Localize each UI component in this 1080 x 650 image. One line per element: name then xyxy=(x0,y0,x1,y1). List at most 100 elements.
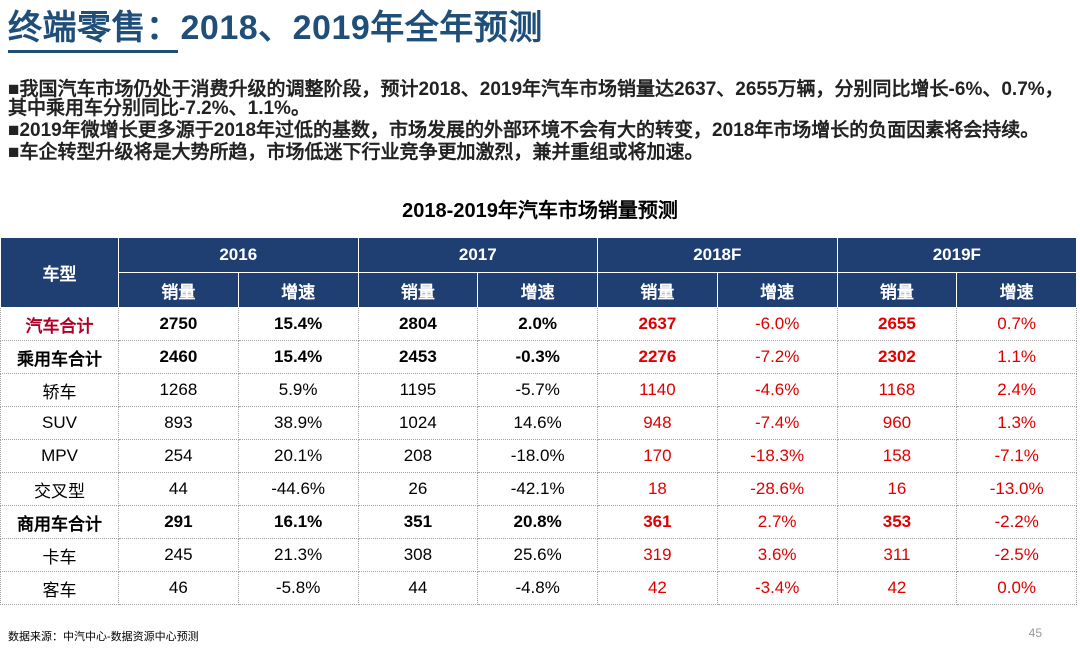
row-label: 交叉型 xyxy=(0,472,119,506)
row-label: 商用车合计 xyxy=(0,505,119,539)
table-row: 交叉型 44 -44.6% 26 -42.1% 18 -28.6% 16 -13.0% xyxy=(0,472,1078,506)
sales-cell: 1268 xyxy=(118,373,239,407)
sales-cell: 2655 xyxy=(836,307,958,341)
sales-cell: 319 xyxy=(597,538,718,572)
growth-cell: 0.0% xyxy=(956,571,1078,605)
sales-cell: 308 xyxy=(357,538,479,572)
growth-cell: -4.8% xyxy=(477,571,599,605)
growth-cell: -7.4% xyxy=(716,406,838,440)
sales-cell: 44 xyxy=(118,472,239,506)
growth-cell: 25.6% xyxy=(477,538,599,572)
growth-cell: -6.0% xyxy=(716,307,838,341)
table-subheader-row: 销量 增速 销量 增速 销量 增速 销量 增速 xyxy=(1,272,1078,308)
header-growth: 增速 xyxy=(956,272,1078,308)
header-year: 2016 xyxy=(118,237,359,273)
growth-cell: 20.8% xyxy=(477,505,599,539)
table-row: 轿车 1268 5.9% 1195 -5.7% 1140 -4.6% 1168 2.4% xyxy=(0,373,1078,407)
table-row: SUV 893 38.9% 1024 14.6% 948 -7.4% 960 1.3% xyxy=(0,406,1078,440)
growth-cell: -0.3% xyxy=(477,340,599,374)
sales-cell: 2750 xyxy=(118,307,239,341)
sales-cell: 1168 xyxy=(836,373,958,407)
bullet-item: ■我国汽车市场仍处于消费升级的调整阶段，预计2018、2019年汽车市场销量达2… xyxy=(8,80,1072,118)
row-label: 汽车合计 xyxy=(0,307,119,341)
sales-cell: 170 xyxy=(597,439,718,473)
sales-forecast-table: 车型 2016 2017 2018F 2019F 销量 增速 销量 增速 销量 … xyxy=(0,237,1078,605)
sales-cell: 351 xyxy=(357,505,479,539)
header-sales: 销量 xyxy=(118,272,239,308)
growth-cell: -7.2% xyxy=(716,340,838,374)
sales-cell: 26 xyxy=(357,472,479,506)
bullet-text: 车企转型升级将是大势所趋，市场低迷下行业竞争更加激烈，兼并重组或将加速。 xyxy=(19,142,704,163)
growth-cell: -7.1% xyxy=(956,439,1078,473)
bullet-square-icon: ■ xyxy=(8,142,20,163)
growth-cell: 0.7% xyxy=(956,307,1078,341)
growth-cell: 2.4% xyxy=(956,373,1078,407)
sales-cell: 42 xyxy=(836,571,958,605)
table-row: 汽车合计 2750 15.4% 2804 2.0% 2637 -6.0% 2655 0.7% xyxy=(0,307,1078,341)
growth-cell: 38.9% xyxy=(237,406,359,440)
sales-cell: 353 xyxy=(836,505,958,539)
header-growth: 增速 xyxy=(237,272,359,308)
sales-cell: 46 xyxy=(118,571,239,605)
growth-cell: 15.4% xyxy=(237,340,359,374)
growth-cell: -5.7% xyxy=(477,373,599,407)
data-source-note: 数据来源：中汽中心-数据资源中心预测 xyxy=(8,631,199,643)
sales-cell: 44 xyxy=(357,571,479,605)
growth-cell: 1.1% xyxy=(956,340,1078,374)
sales-cell: 361 xyxy=(597,505,718,539)
sales-cell: 893 xyxy=(118,406,239,440)
growth-cell: -42.1% xyxy=(477,472,599,506)
header-sales: 销量 xyxy=(836,272,958,308)
bullet-text: 2019年微增长更多源于2018年过低的基数，市场发展的外部环境不会有大的转变，… xyxy=(19,120,1040,141)
header-growth: 增速 xyxy=(716,272,838,308)
bullet-text: 我国汽车市场仍处于消费升级的调整阶段，预计2018、2019年汽车市场销量达26… xyxy=(8,79,1064,119)
growth-cell: -4.6% xyxy=(716,373,838,407)
sales-cell: 158 xyxy=(836,439,958,473)
growth-cell: -13.0% xyxy=(956,472,1078,506)
header-year: 2018F xyxy=(597,237,838,273)
row-label: 客车 xyxy=(0,571,119,605)
sales-cell: 16 xyxy=(836,472,958,506)
sales-cell: 1140 xyxy=(597,373,718,407)
header-sales: 销量 xyxy=(357,272,479,308)
header-year: 2017 xyxy=(357,237,599,273)
sales-cell: 2453 xyxy=(357,340,479,374)
growth-cell: -28.6% xyxy=(716,472,838,506)
row-label: 轿车 xyxy=(0,373,119,407)
growth-cell: -3.4% xyxy=(716,571,838,605)
bullet-item: ■2019年微增长更多源于2018年过低的基数，市场发展的外部环境不会有大的转变… xyxy=(8,121,1072,140)
table-row: 乘用车合计 2460 15.4% 2453 -0.3% 2276 -7.2% 2302 1.1% xyxy=(0,340,1078,374)
growth-cell: -18.3% xyxy=(716,439,838,473)
growth-cell: 15.4% xyxy=(237,307,359,341)
growth-cell: -18.0% xyxy=(477,439,599,473)
growth-cell: 5.9% xyxy=(237,373,359,407)
growth-cell: 16.1% xyxy=(237,505,359,539)
sales-cell: 2460 xyxy=(118,340,239,374)
sales-cell: 291 xyxy=(118,505,239,539)
page-number: 45 xyxy=(1028,626,1042,640)
bullet-list: ■我国汽车市场仍处于消费升级的调整阶段，预计2018、2019年汽车市场销量达2… xyxy=(8,80,1072,165)
table-row: MPV 254 20.1% 208 -18.0% 170 -18.3% 158 -7.1% xyxy=(0,439,1078,473)
table-row: 卡车 245 21.3% 308 25.6% 319 3.6% 311 -2.5% xyxy=(0,538,1078,572)
growth-cell: 20.1% xyxy=(237,439,359,473)
sales-cell: 1024 xyxy=(357,406,479,440)
sales-cell: 208 xyxy=(357,439,479,473)
header-sales: 销量 xyxy=(597,272,718,308)
growth-cell: -2.5% xyxy=(956,538,1078,572)
table-row: 客车 46 -5.8% 44 -4.8% 42 -3.4% 42 0.0% xyxy=(0,571,1078,605)
sales-cell: 1195 xyxy=(357,373,479,407)
growth-cell: -5.8% xyxy=(237,571,359,605)
bullet-square-icon: ■ xyxy=(8,79,20,100)
header-vehicle-type: 车型 xyxy=(0,237,119,308)
sales-cell: 960 xyxy=(836,406,958,440)
header-year: 2019F xyxy=(836,237,1078,273)
sales-cell: 245 xyxy=(118,538,239,572)
table-row: 商用车合计 291 16.1% 351 20.8% 361 2.7% 353 -2.2% xyxy=(0,505,1078,539)
sales-cell: 2637 xyxy=(597,307,718,341)
slide-title: 终端零售：2018、2019年全年预测 xyxy=(8,9,543,47)
growth-cell: -44.6% xyxy=(237,472,359,506)
sales-cell: 948 xyxy=(597,406,718,440)
bullet-square-icon: ■ xyxy=(8,120,20,141)
growth-cell: 14.6% xyxy=(477,406,599,440)
sales-cell: 2804 xyxy=(357,307,479,341)
